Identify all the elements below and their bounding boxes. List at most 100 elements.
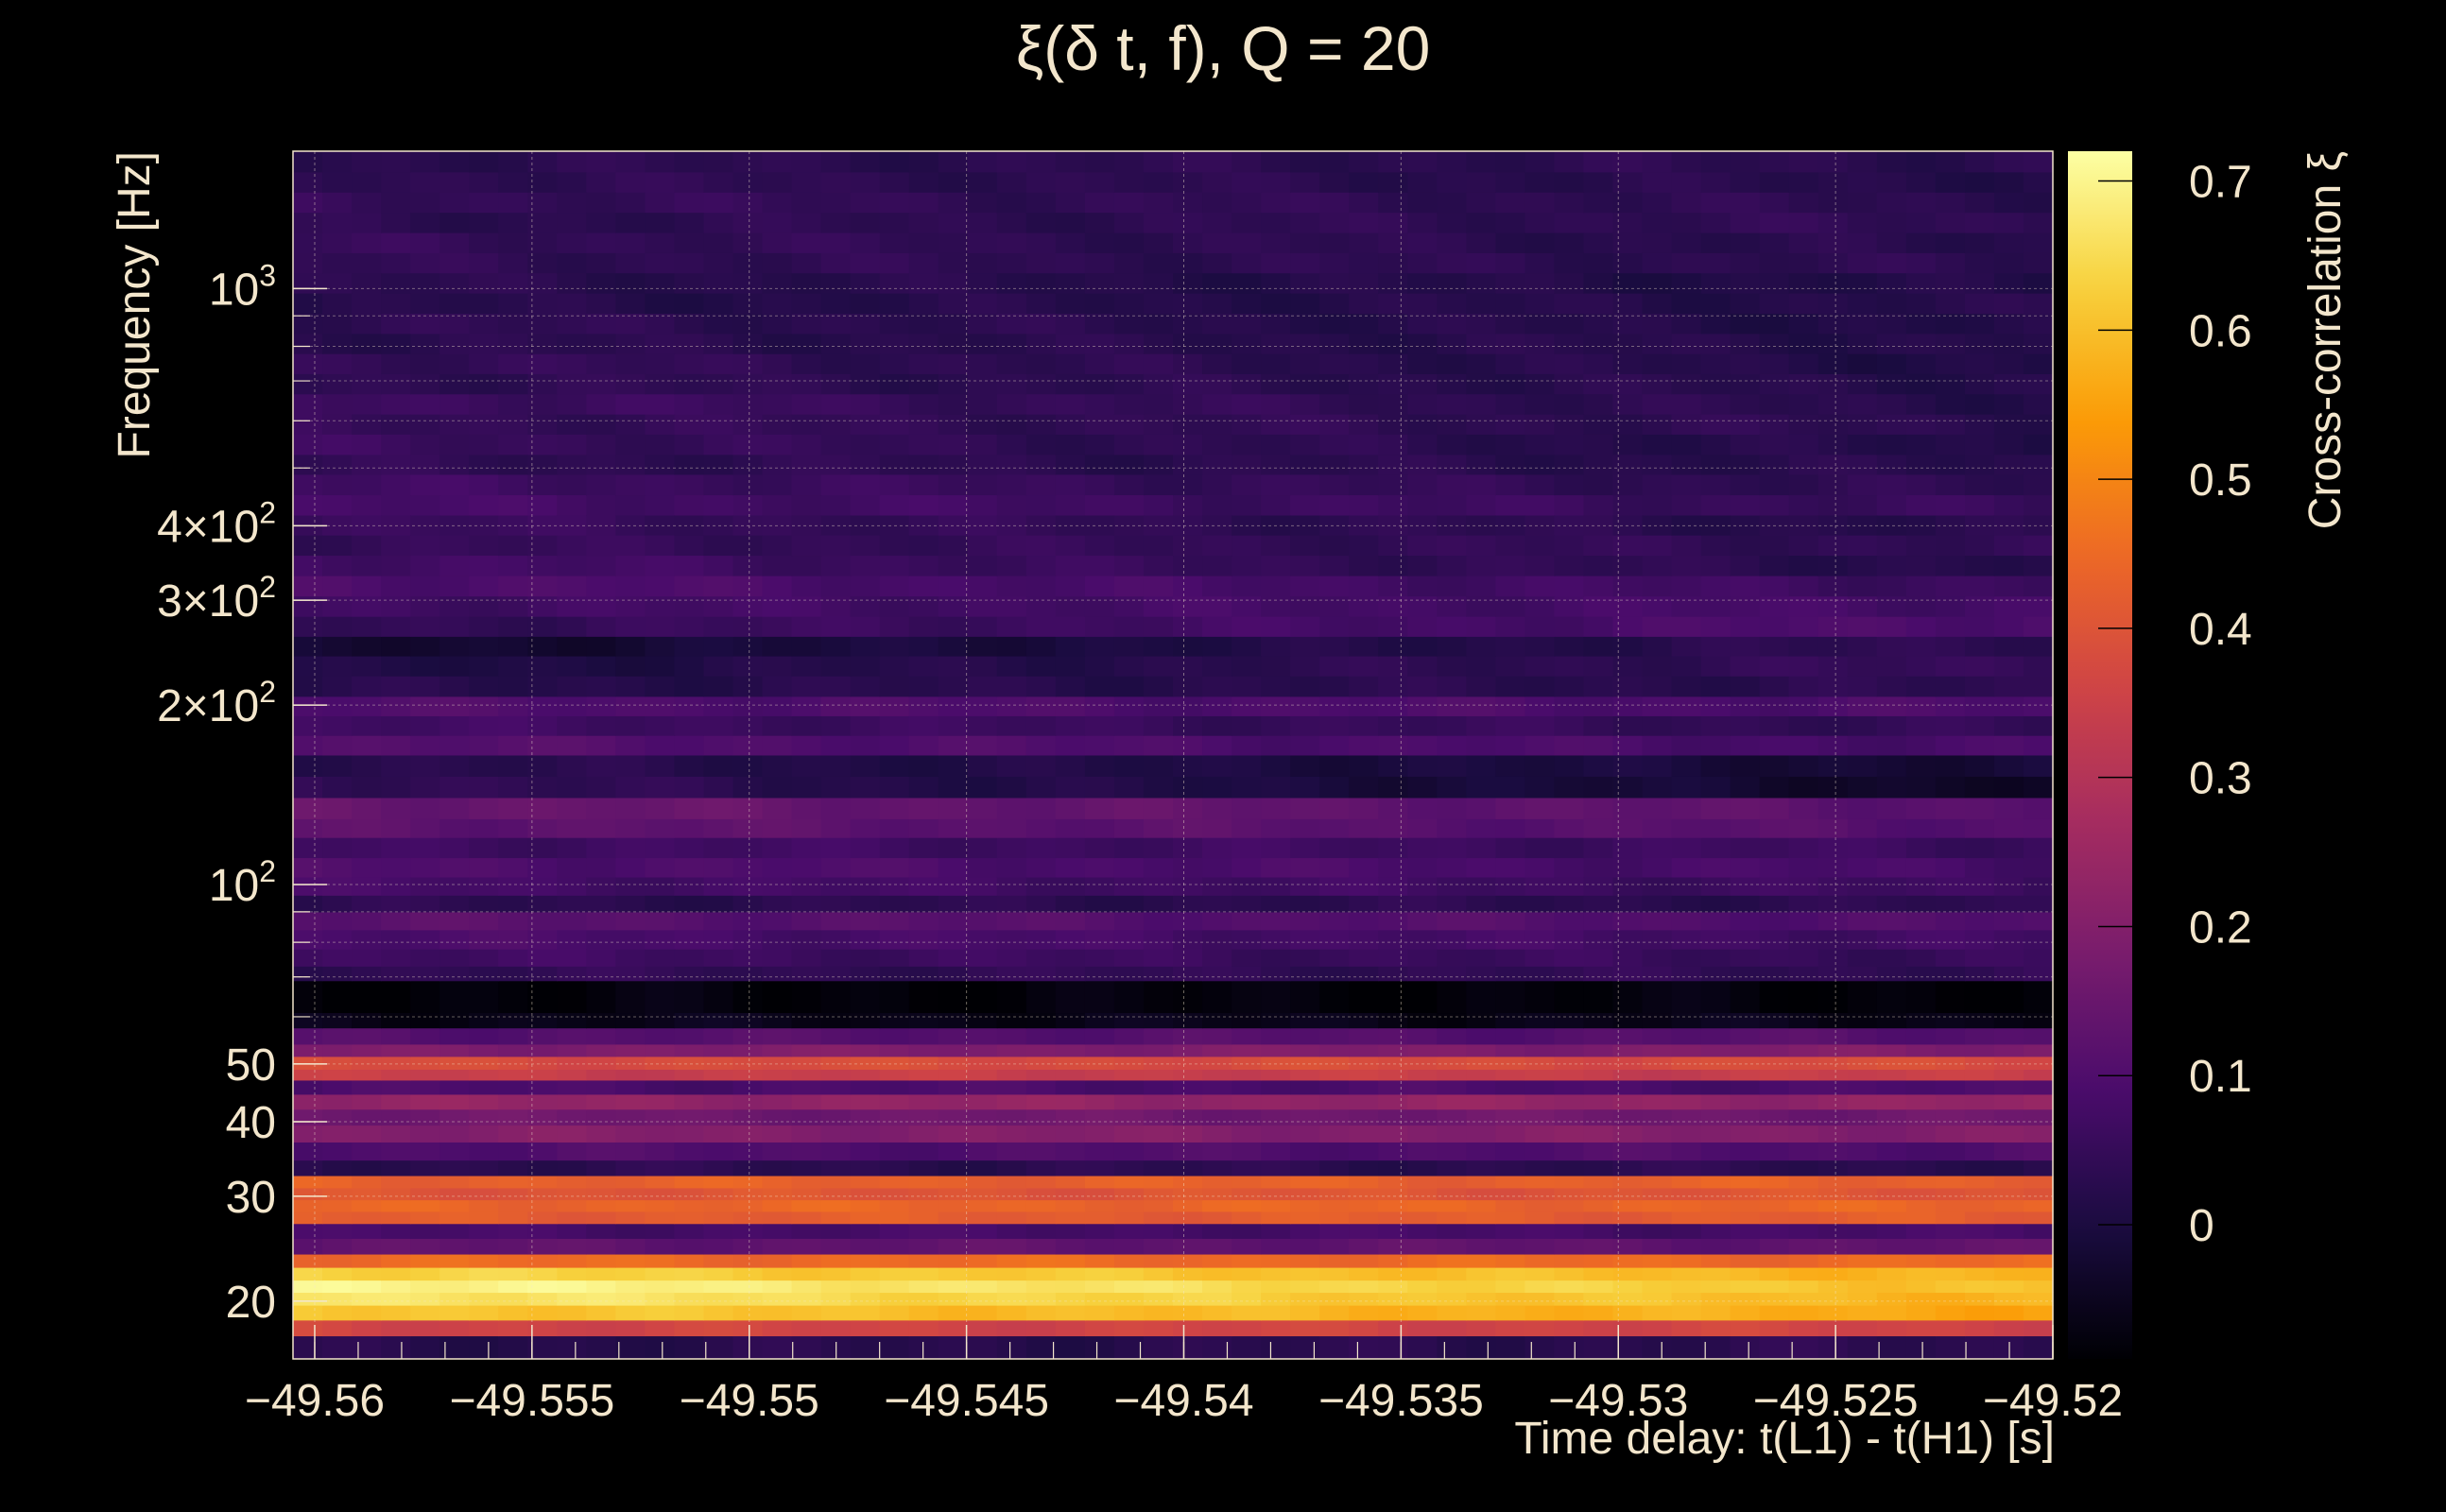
heatmap-cell — [410, 616, 440, 637]
heatmap-cell — [703, 1175, 734, 1189]
heatmap-cell — [1554, 1093, 1585, 1110]
heatmap-cell — [557, 333, 587, 354]
heatmap-cell — [996, 1056, 1027, 1071]
heatmap-cell — [1290, 434, 1320, 455]
heatmap-cell — [1817, 1069, 1849, 1081]
heatmap-cell — [1993, 232, 2024, 253]
heatmap-cell — [1495, 555, 1525, 576]
heatmap-cell — [1466, 1125, 1496, 1143]
heatmap-cell — [1173, 754, 1203, 777]
heatmap-cell — [1319, 595, 1350, 617]
heatmap-cell — [645, 857, 676, 878]
heatmap-cell — [850, 857, 881, 878]
heatmap-cell — [1055, 1027, 1086, 1045]
heatmap-cell — [498, 555, 528, 576]
heatmap-cell — [322, 818, 353, 838]
heatmap-cell — [557, 1012, 587, 1029]
heatmap-cell — [703, 876, 734, 896]
heatmap-cell — [1378, 895, 1408, 913]
heatmap-cell — [1084, 735, 1115, 756]
heatmap-cell — [1788, 1108, 1819, 1126]
heatmap-cell — [996, 1027, 1027, 1045]
heatmap-cell — [1261, 1012, 1291, 1029]
heatmap-cell — [1378, 655, 1408, 677]
heatmap-cell — [469, 151, 499, 173]
heatmap-cell — [293, 1280, 323, 1294]
heatmap-cell — [1055, 735, 1086, 756]
heatmap-cell — [1817, 754, 1849, 777]
heatmap-cell — [1847, 192, 1878, 214]
heatmap-cell — [645, 1079, 676, 1095]
heatmap-cell — [1935, 776, 1966, 799]
heatmap-cell — [322, 1335, 353, 1360]
heatmap-cell — [1759, 949, 1790, 967]
heatmap-cell — [1113, 171, 1145, 193]
heatmap-cell — [1290, 333, 1320, 354]
heatmap-cell — [1084, 212, 1115, 233]
heatmap-cell — [1319, 676, 1350, 697]
heatmap-cell — [1671, 837, 1702, 859]
heatmap-cell — [1524, 313, 1556, 335]
heatmap-cell — [732, 1253, 764, 1268]
heatmap-cell — [1113, 895, 1145, 913]
heatmap-cell — [1290, 1187, 1320, 1201]
heatmap-cell — [1642, 171, 1673, 193]
heatmap-cell — [469, 696, 499, 716]
heatmap-cell — [410, 272, 440, 294]
heatmap-cell — [469, 293, 499, 315]
heatmap-cell — [1025, 333, 1057, 354]
heatmap-cell — [498, 151, 528, 173]
heatmap-cell — [1817, 929, 1849, 950]
heatmap-cell — [439, 876, 470, 896]
heatmap-cell — [1349, 1211, 1379, 1225]
y-tick-label: 4×102 — [157, 495, 276, 552]
heatmap-cell — [703, 797, 734, 819]
heatmap-cell — [1437, 272, 1467, 294]
heatmap-cell — [1232, 1093, 1262, 1110]
heatmap-cell — [1876, 393, 1907, 415]
heatmap-cell — [1759, 857, 1790, 878]
heatmap-cell — [703, 949, 734, 967]
heatmap-cell — [1495, 313, 1525, 335]
heatmap-cell — [967, 696, 998, 716]
heatmap-cell — [1202, 818, 1232, 838]
heatmap-cell — [352, 293, 382, 315]
heatmap-cell — [586, 1108, 616, 1126]
heatmap-cell — [1905, 1266, 1937, 1281]
heatmap-cell — [1671, 171, 1702, 193]
heatmap-cell — [2023, 535, 2054, 557]
heatmap-cell — [615, 1043, 646, 1057]
heatmap-cell — [469, 911, 499, 931]
heatmap-cell — [1583, 911, 1614, 931]
heatmap-cell — [1847, 797, 1878, 819]
heatmap-cell — [1143, 980, 1174, 1014]
heatmap-cell — [557, 293, 587, 315]
heatmap-cell — [1524, 837, 1556, 859]
heatmap-cell — [1261, 434, 1291, 455]
heatmap-cell — [1847, 434, 1878, 455]
heatmap-cell — [1642, 514, 1673, 536]
heatmap-cell — [1759, 494, 1790, 516]
heatmap-cell — [1876, 1079, 1907, 1095]
heatmap-cell — [1378, 1253, 1408, 1268]
heatmap-cell — [1466, 895, 1496, 913]
heatmap-cell — [469, 1027, 499, 1045]
heatmap-cell — [674, 1043, 705, 1057]
heatmap-cell — [1466, 192, 1496, 214]
heatmap-cell — [674, 1142, 705, 1161]
heatmap-cell — [381, 696, 411, 716]
heatmap-cell — [1173, 1319, 1203, 1337]
heatmap-cell — [586, 454, 616, 475]
heatmap-cell — [1524, 1142, 1556, 1161]
heatmap-cell — [1319, 212, 1350, 233]
heatmap-cell — [381, 353, 411, 374]
heatmap-cell — [2023, 966, 2054, 982]
heatmap-cell — [1583, 514, 1614, 536]
heatmap-cell — [1202, 754, 1232, 777]
heatmap-cell — [586, 1125, 616, 1143]
heatmap-cell — [1349, 1199, 1379, 1212]
heatmap-cell — [1055, 715, 1086, 736]
heatmap-cell — [586, 232, 616, 253]
heatmap-cell — [791, 696, 822, 716]
heatmap-cell — [1817, 1108, 1849, 1126]
